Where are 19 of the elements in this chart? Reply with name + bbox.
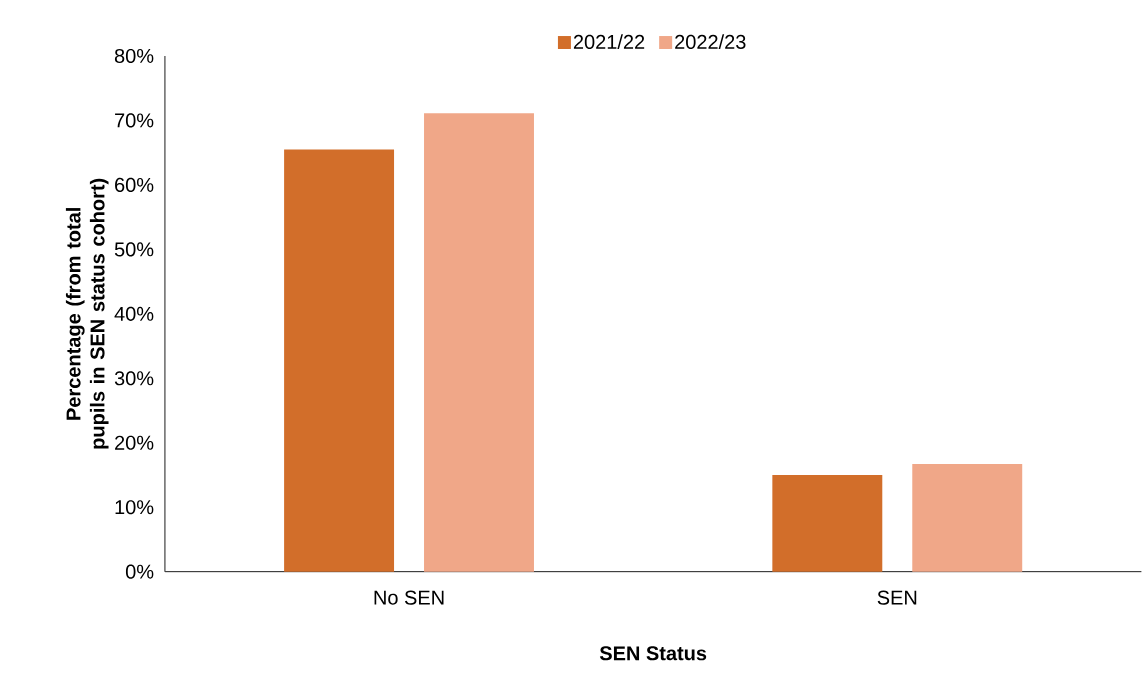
y-tick-label: 60% [115,177,154,193]
y-axis-title: Percentage (from total pupils in SEN status cohort) [65,178,109,449]
x-axis-title: SEN Status [599,646,707,661]
y-tick-label: 50% [114,242,154,257]
x-tick-label: SEN [877,590,917,605]
legend-label: 2022/23 [675,34,746,50]
y-tick-label: 30% [114,371,154,386]
bar [912,464,1023,572]
x-tick-label: No SEN [374,590,444,605]
y-tick-label: 70% [115,113,154,128]
y-tick-label: 0% [125,564,154,579]
y-tick-label: 40% [114,306,154,322]
bar [772,475,883,572]
bar [424,113,534,572]
y-tick-label: 10% [115,500,154,515]
y-tick-label: 20% [115,435,154,451]
bar [284,149,395,572]
y-tick-label: 80% [114,49,154,64]
legend-label: 2021/22 [573,34,645,50]
